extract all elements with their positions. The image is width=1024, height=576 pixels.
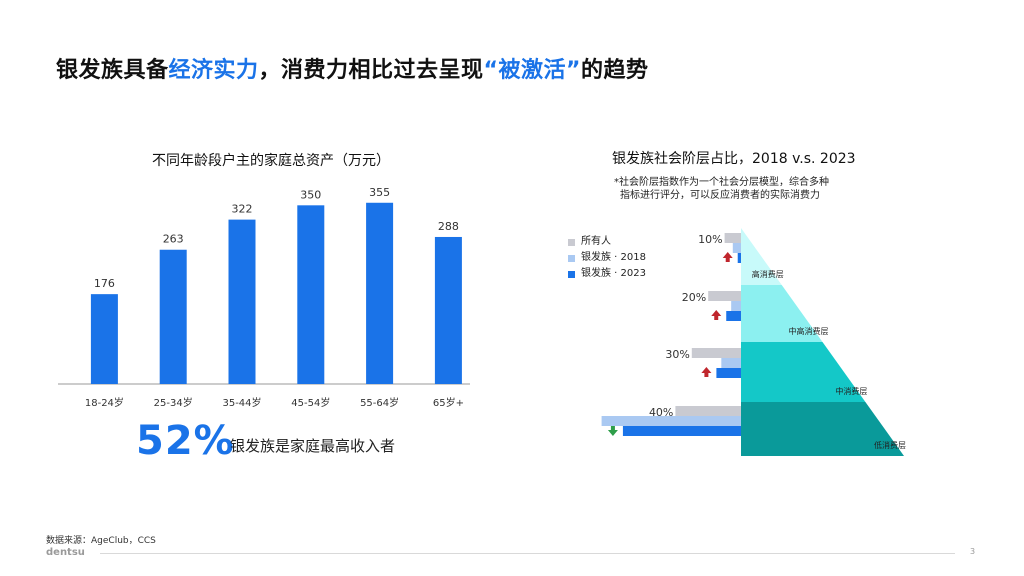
page-title: 银发族具备经济实力，消费力相比过去呈现“被激活”的趋势: [56, 52, 648, 84]
x-tick-label: 18-24岁: [85, 396, 124, 409]
legend-item-2018: 银发族 · 2018: [568, 250, 646, 266]
legend-label-all: 所有人: [581, 236, 611, 247]
pyramid-tier-label: 中消费层: [835, 386, 867, 396]
legend-swatch-light-blue: [568, 254, 575, 262]
pyramid-tier: [741, 285, 823, 342]
pyramid-tier: [741, 342, 866, 402]
row-bar: [721, 358, 741, 368]
x-tick-label: 25-34岁: [154, 396, 193, 409]
right-chart-note-line-2: 指标进行评分，可以反应消费者的实际消费力: [620, 190, 820, 201]
bar: [297, 205, 325, 384]
trend-down-arrow-icon: [607, 426, 618, 436]
data-source: 数据来源：AgeClub，CCS: [46, 536, 156, 546]
bar-value-label: 288: [438, 220, 459, 233]
legend-label-2018: 银发族 · 2018: [581, 252, 646, 263]
title-part3: 的趋势: [580, 58, 649, 83]
bar-value-label: 355: [369, 186, 390, 199]
title-part1: 银发族具备: [56, 58, 169, 83]
pyramid-tier: [741, 228, 782, 285]
right-chart-title: 银发族社会阶层占比，2018 v.s. 2023: [612, 151, 856, 167]
legend-label-2023: 银发族 · 2023: [581, 268, 646, 279]
pyramid-tier-label: 高消费层: [752, 269, 784, 279]
footer-divider: [100, 553, 955, 554]
trend-up-arrow-icon: [722, 252, 733, 262]
bar-value-label: 263: [163, 233, 184, 246]
brand-logo: dentsu: [46, 547, 85, 558]
trend-up-arrow-icon: [711, 310, 722, 320]
row-value-label: 10%: [698, 233, 722, 246]
x-tick-label: 45-54岁: [291, 396, 330, 409]
right-chart-legend: 所有人 银发族 · 2018 银发族 · 2023: [568, 234, 646, 282]
legend-swatch-blue: [568, 270, 575, 278]
row-bar: [622, 426, 741, 436]
row-bar: [716, 368, 741, 378]
row-bar: [732, 243, 741, 253]
left-chart-title: 不同年龄段户主的家庭总资产（万元）: [152, 153, 390, 169]
legend-item-all: 所有人: [568, 234, 646, 250]
page-number: 3: [970, 547, 976, 556]
right-chart-note-line-1: *社会阶层指数作为一个社会分层模型，综合多种: [614, 177, 829, 188]
x-tick-label: 65岁+: [433, 396, 464, 409]
row-value-label: 40%: [649, 406, 673, 419]
bar-value-label: 322: [232, 203, 253, 216]
row-bar: [675, 406, 741, 416]
pyramid-tier: [741, 402, 904, 456]
bar: [434, 236, 462, 384]
pyramid-tier-label: 中高消费层: [789, 326, 829, 336]
row-bar: [601, 416, 741, 426]
title-part2: ，消费力相比过去呈现: [258, 58, 484, 83]
x-tick-label: 55-64岁: [360, 396, 399, 409]
bar: [366, 202, 394, 384]
row-bar: [724, 233, 741, 243]
legend-item-2023: 银发族 · 2023: [568, 266, 646, 282]
row-bar: [726, 311, 741, 321]
legend-swatch-gray: [568, 238, 575, 246]
bar: [159, 249, 187, 384]
row-bar: [708, 291, 741, 301]
bar-value-label: 350: [300, 188, 321, 201]
trend-up-arrow-icon: [701, 367, 712, 377]
row-bar: [731, 301, 741, 311]
bar: [228, 219, 256, 384]
x-tick-label: 35-44岁: [222, 396, 261, 409]
row-bar: [737, 253, 741, 263]
row-value-label: 20%: [682, 291, 706, 304]
row-value-label: 30%: [665, 348, 689, 361]
highlight-percent: 52%: [136, 418, 235, 464]
pyramid-tier-label: 低消费层: [874, 440, 906, 450]
highlight-description: 银发族是家庭最高收入者: [230, 437, 396, 455]
title-highlight-1: 经济实力: [168, 58, 259, 83]
bar: [90, 294, 118, 384]
row-bar: [691, 348, 741, 358]
bar-value-label: 176: [94, 277, 115, 290]
title-highlight-2: “被激活”: [483, 58, 581, 83]
